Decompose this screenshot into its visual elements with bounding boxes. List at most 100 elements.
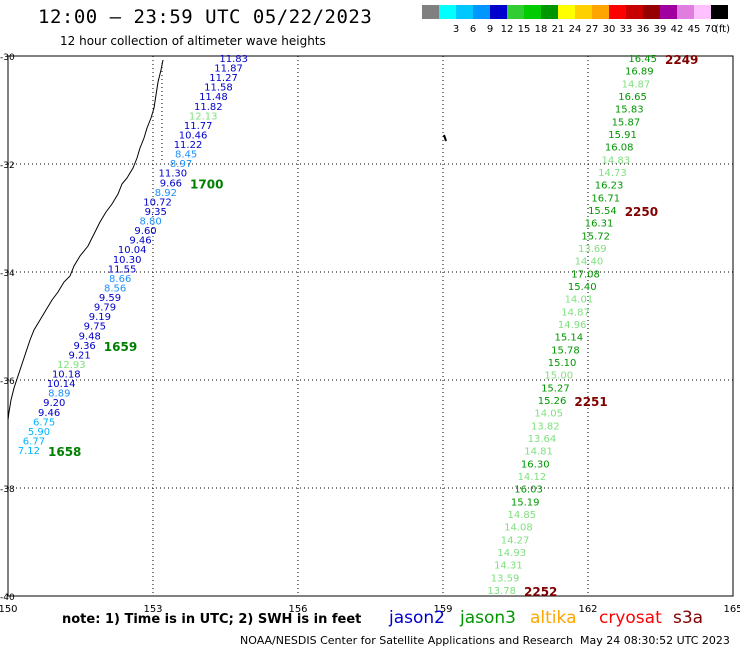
island-mark xyxy=(443,134,447,142)
lon-tick-label: 162 xyxy=(578,604,597,615)
lat-tick-label: -30 xyxy=(0,53,15,63)
west-value-label: 11.30 xyxy=(158,169,187,180)
west-value-label: 10.04 xyxy=(118,245,147,256)
east-value-label: 14.05 xyxy=(534,409,563,420)
west-value-label: 10.46 xyxy=(179,130,208,141)
satellite-label-s3a: s3a xyxy=(673,608,704,628)
west-value-label: 8.92 xyxy=(155,188,177,199)
satellite-label-jason2: jason2 xyxy=(389,608,445,628)
east-value-label: 13.78 xyxy=(487,586,516,597)
west-value-label: 11.83 xyxy=(219,54,248,65)
east-value-label: 13.64 xyxy=(528,434,557,445)
west-value-label: 9.79 xyxy=(94,303,116,314)
legend-tick-label: 45 xyxy=(688,24,701,35)
east-value-label: 15.87 xyxy=(612,117,641,128)
legend-swatch xyxy=(711,5,728,19)
legend-swatch xyxy=(541,5,558,19)
legend-tick-label: 12 xyxy=(501,24,514,35)
west-value-label: 9.19 xyxy=(89,312,111,323)
lat-tick-label: -38 xyxy=(0,485,15,495)
legend-swatch xyxy=(524,5,541,19)
east-value-label: 14.87 xyxy=(561,307,590,318)
west-value-label: 5.90 xyxy=(28,427,50,438)
lat-lon-grid xyxy=(7,55,734,597)
legend-tick-label: 36 xyxy=(637,24,650,35)
west-value-label: 9.48 xyxy=(79,331,101,342)
west-value-label: 10.14 xyxy=(47,379,76,390)
east-time-label: 2252 xyxy=(524,585,557,599)
east-altimeter-track: 16.4516.8914.8716.6515.8315.8715.9116.08… xyxy=(487,53,698,599)
lon-tick-label: 156 xyxy=(288,604,307,615)
east-value-label: 13.69 xyxy=(578,244,607,255)
legend-swatch xyxy=(473,5,490,19)
east-value-label: 14.40 xyxy=(575,257,604,268)
legend-tick-label: 70 xyxy=(705,24,718,35)
east-value-label: 14.85 xyxy=(508,510,537,521)
east-value-label: 14.08 xyxy=(504,523,533,534)
legend-swatch xyxy=(507,5,524,19)
west-altimeter-track: 11.8311.8711.2711.5811.4811.8212.1311.77… xyxy=(18,54,248,459)
west-value-label: 9.59 xyxy=(99,293,121,304)
east-value-label: 14.87 xyxy=(622,79,651,90)
east-value-label: 15.54 xyxy=(588,206,617,217)
west-value-label: 7.12 xyxy=(18,446,40,457)
east-value-label: 15.72 xyxy=(581,231,610,242)
east-value-label: 16.89 xyxy=(625,67,654,78)
legend-tick-label: 27 xyxy=(586,24,599,35)
west-value-label: 8.97 xyxy=(170,159,192,170)
east-value-label: 16.30 xyxy=(521,459,550,470)
west-value-label: 9.66 xyxy=(160,178,182,189)
west-value-label: 11.58 xyxy=(204,83,233,94)
east-value-label: 15.91 xyxy=(608,130,637,141)
east-value-label: 16.31 xyxy=(585,219,614,230)
east-time-label: 2250 xyxy=(625,205,658,219)
legend-swatch xyxy=(626,5,643,19)
legend-tick-label: 24 xyxy=(569,24,582,35)
west-value-label: 11.27 xyxy=(209,73,238,84)
west-value-label: 8.89 xyxy=(48,389,70,400)
legend-tick-label: 9 xyxy=(487,24,493,35)
west-value-label: 9.21 xyxy=(68,350,90,361)
lat-tick-label: -32 xyxy=(0,161,15,171)
east-value-label: 15.26 xyxy=(538,396,567,407)
west-time-label: 1700 xyxy=(190,177,223,191)
lon-tick-label: 159 xyxy=(433,604,452,615)
west-value-label: 10.30 xyxy=(113,255,142,266)
east-value-label: 16.08 xyxy=(605,143,634,154)
legend-swatch xyxy=(660,5,677,19)
east-value-label: 14.81 xyxy=(524,447,553,458)
legend-swatch xyxy=(558,5,575,19)
color-legend: 3 6 9 12 15 18 21 24 27 30 33 36 39 42 45 70 (ft) xyxy=(422,5,734,43)
west-value-label: 9.60 xyxy=(134,226,156,237)
east-value-label: 14.31 xyxy=(494,561,523,572)
east-time-label: 2251 xyxy=(574,395,607,409)
legend-swatch xyxy=(575,5,592,19)
map-title: 12:00 – 23:59 UTC 05/22/2023 xyxy=(38,6,373,28)
satellite-label-cryosat: cryosat xyxy=(599,608,662,628)
legend-tick-label: 21 xyxy=(552,24,565,35)
legend-swatches: 3 6 9 12 15 18 21 24 27 30 33 36 39 42 45 70(ft) xyxy=(422,5,730,35)
legend-tick-label: 42 xyxy=(671,24,684,35)
west-value-label: 9.46 xyxy=(38,408,60,419)
satellite-label-jason3: jason3 xyxy=(460,608,516,628)
east-value-label: 15.00 xyxy=(544,371,573,382)
lat-tick-label: -36 xyxy=(0,377,15,387)
west-value-label: 8.56 xyxy=(104,283,126,294)
east-value-label: 14.93 xyxy=(497,548,526,559)
legend-tick-label: 30 xyxy=(603,24,616,35)
east-value-label: 14.27 xyxy=(501,535,530,546)
west-value-label: 12.13 xyxy=(189,111,218,122)
legend-tick-label: 33 xyxy=(620,24,633,35)
west-value-label: 11.55 xyxy=(108,264,137,275)
east-value-label: 15.83 xyxy=(615,105,644,116)
west-value-label: 11.22 xyxy=(174,140,203,151)
east-value-label: 15.40 xyxy=(568,282,597,293)
legend-tick-label: 39 xyxy=(654,24,667,35)
east-value-label: 17.08 xyxy=(571,269,600,280)
lon-tick-label: 153 xyxy=(143,604,162,615)
east-value-label: 16.23 xyxy=(595,181,624,192)
east-value-label: 15.27 xyxy=(541,383,570,394)
legend-swatch xyxy=(643,5,660,19)
east-value-label: 14.01 xyxy=(565,295,594,306)
